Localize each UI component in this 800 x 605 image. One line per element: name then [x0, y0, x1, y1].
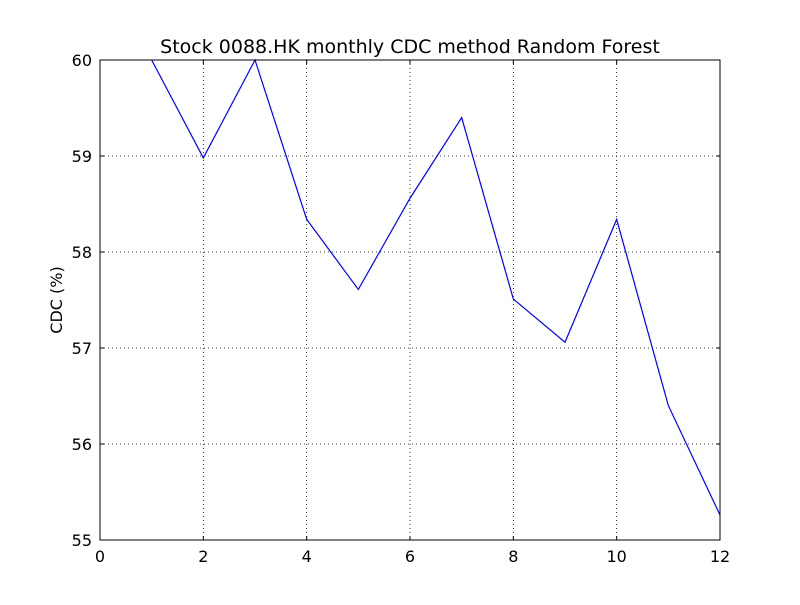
x-tick-label: 12 [710, 547, 730, 566]
y-axis-label: CDC (%) [47, 266, 66, 333]
chart-title: Stock 0088.HK monthly CDC method Random … [160, 36, 660, 58]
x-tick-label: 8 [508, 547, 518, 566]
x-tick-label: 4 [302, 547, 312, 566]
y-tick-label: 55 [72, 531, 92, 550]
y-tick-label: 58 [72, 243, 92, 262]
data-series [151, 58, 721, 516]
y-tick-label: 57 [72, 339, 92, 358]
grid-lines [100, 60, 720, 540]
y-tick-label: 60 [72, 51, 92, 70]
y-tick-label: 56 [72, 435, 92, 454]
axis-ticks: 0 2 4 6 8 10 12 55 56 57 58 59 60 [72, 51, 731, 566]
x-tick-label: 2 [198, 547, 208, 566]
x-tick-label: 0 [95, 547, 105, 566]
series-line [151, 58, 721, 516]
x-tick-label: 6 [405, 547, 415, 566]
x-tick-label: 10 [606, 547, 626, 566]
y-tick-label: 59 [72, 147, 92, 166]
